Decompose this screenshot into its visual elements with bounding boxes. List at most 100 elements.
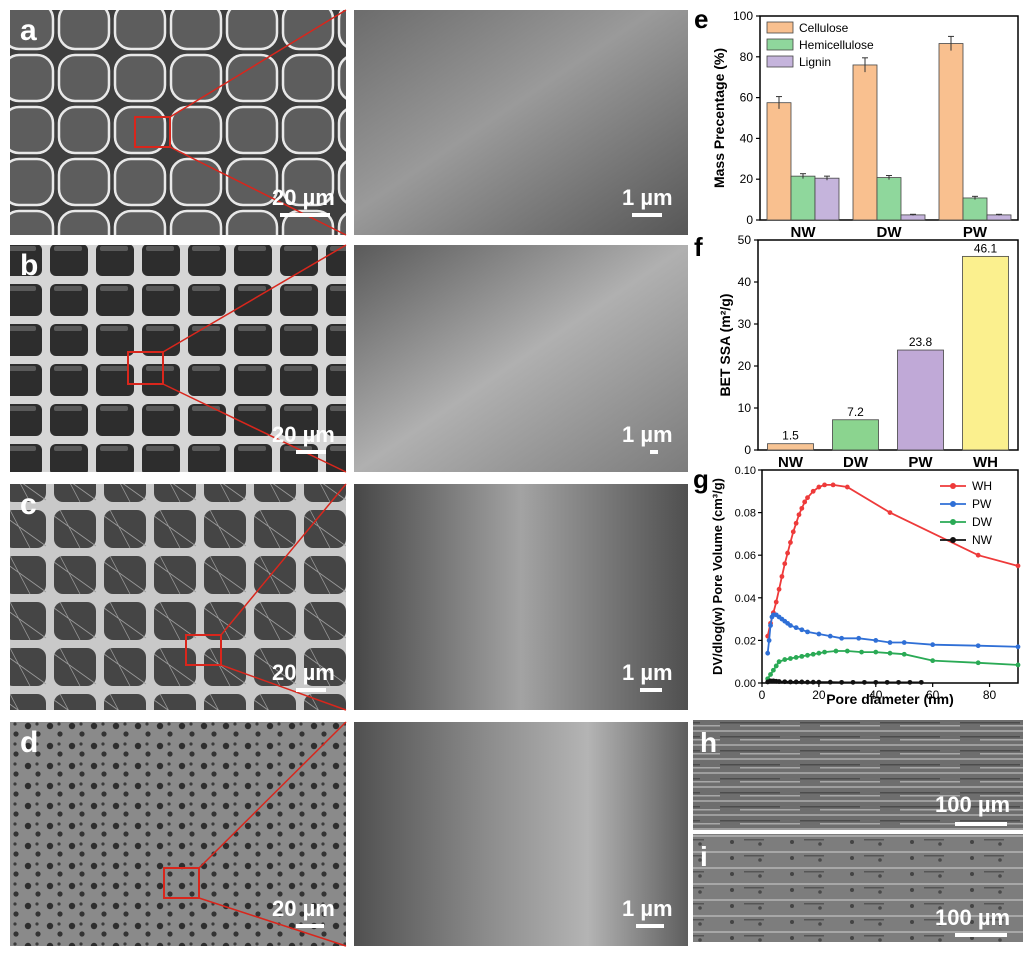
chart-g-point-wh (822, 482, 827, 488)
chart-e-bar-cellulose (852, 64, 878, 221)
chart-g-xtick-label: 0 (759, 688, 766, 702)
chart-f-xtick-label: NW (778, 454, 804, 471)
chart-g-point-wh (793, 520, 799, 526)
chart-g-point-nw (782, 679, 788, 685)
panel-a-high-mag-image (354, 10, 688, 235)
chart-f-ytick-label: 10 (738, 401, 752, 415)
chart-g-legend-label: PW (972, 497, 992, 511)
chart-g-point-nw (799, 679, 805, 685)
chart-g-point-dw (782, 657, 788, 662)
chart-e-legend-label: Hemicellulose (799, 38, 874, 52)
chart-g-xtick-label: 60 (926, 688, 940, 702)
chart-g-point-pw (901, 640, 907, 645)
chart-e-bar-hemicellulose (790, 175, 816, 221)
panel-c-low-mag-scale-bar (296, 688, 326, 692)
chart-g-point-nw (884, 679, 890, 685)
chart-e-legend-swatch (766, 38, 794, 51)
panel-a-letter: a (20, 14, 37, 47)
chart-g-panel-letter: g (693, 464, 709, 494)
chart-g-point-dw (887, 650, 893, 656)
chart-g-point-dw (770, 667, 776, 673)
chart-e-xtick-label: DW (877, 224, 903, 241)
panel-i: i 100 µm (693, 834, 1023, 942)
panel-i-scale-bar (955, 933, 1007, 937)
chart-g-point-nw (810, 679, 816, 685)
panel-b-low-mag-scale-label: 20 µm (272, 422, 335, 447)
chart-g-line-dw (766, 650, 1019, 680)
panel-d-zoom-line-top (198, 721, 347, 869)
chart-g-point-wh (887, 510, 893, 515)
panel-h-letter: h (700, 727, 717, 758)
chart-e-xtick-label: PW (963, 224, 988, 241)
chart-e-legend-label: Lignin (799, 55, 831, 69)
panel-b-letter: b (20, 249, 38, 282)
chart-g-point-wh (790, 529, 796, 535)
panel-b-zoom-box (127, 351, 164, 385)
chart-g-point-wh (779, 574, 785, 579)
panel-c-zoom-line-bottom (220, 664, 347, 711)
chart-e-legend-swatch (766, 55, 794, 68)
chart-g-point-pw (768, 623, 773, 628)
chart-g-point-nw (862, 679, 867, 685)
chart-g-point-dw (930, 658, 936, 664)
chart-g-point-dw (793, 655, 799, 660)
chart-f-ytick-label: 0 (744, 443, 751, 457)
panel-d-high-mag-scale-label: 1 µm (622, 896, 673, 921)
panel-b-low-mag-image (10, 245, 346, 472)
panel-a-high-mag-scale-bar (632, 213, 662, 217)
chart-f-bar-wh (962, 255, 1009, 451)
chart-f-ylabel: BET SSA (m²/g) (717, 294, 733, 397)
chart-f-frame (757, 239, 1019, 451)
chart-g-point-wh (1015, 563, 1021, 569)
panel-a-zoom-line-top (169, 9, 347, 118)
chart-g-point-dw (859, 649, 864, 655)
chart-g-legend-marker (950, 483, 956, 489)
panel-a-high-mag-scale-label: 1 µm (622, 185, 673, 210)
panel-b-zoom-line-top (162, 244, 347, 353)
chart-g-legend-label: WH (972, 479, 992, 493)
panel-i-scale-label: 100 µm (935, 905, 1010, 930)
chart-g-line-pw (766, 613, 1019, 654)
chart-g-xlabel: Pore diameter (nm) (826, 691, 954, 707)
chart-g-point-pw (766, 638, 772, 643)
panel-c-low-mag-image (10, 484, 346, 710)
chart-f-ytick-label: 30 (738, 317, 752, 331)
chart-f-data-label: 46.1 (974, 241, 998, 255)
chart-e-bar-lignin (986, 214, 1012, 221)
panel-d-zoom-line-bottom (198, 897, 347, 947)
chart-e: e 0 20 40 60 80 100 Mass Precentage (%) NW DW PW C… (694, 4, 1019, 241)
panel-h-scale-bar (955, 822, 1007, 826)
chart-e-panel-letter: e (694, 4, 708, 34)
chart-g-point-dw (805, 652, 810, 658)
chart-g-point-dw (810, 651, 816, 657)
chart-g-point-pw (799, 627, 805, 633)
chart-g-point-wh (810, 488, 816, 494)
chart-e-bar-cellulose (938, 43, 964, 221)
chart-e-bar-cellulose (766, 102, 792, 221)
panel-h: h 100 µm (693, 720, 1023, 830)
chart-g-point-nw (788, 679, 793, 685)
chart-g-point-dw (844, 648, 850, 654)
chart-g-point-dw (799, 653, 805, 659)
chart-g-point-nw (827, 679, 833, 685)
chart-g-point-pw (1015, 644, 1021, 650)
chart-e-bar-lignin (900, 214, 926, 221)
chart-g-point-pw (856, 635, 862, 641)
chart-e-ytick-label: 20 (740, 172, 754, 186)
chart-g-point-wh (844, 484, 850, 490)
chart-g-point-nw (816, 679, 822, 685)
chart-g-ytick-label: 0.04 (735, 593, 756, 605)
chart-g-point-nw (850, 679, 856, 685)
chart-g-point-nw (873, 679, 879, 685)
chart-g-point-wh (830, 482, 836, 488)
chart-g-point-wh (785, 550, 790, 556)
chart-g-point-dw (833, 648, 839, 654)
chart-g-point-dw (901, 651, 907, 657)
chart-f: f 0 10 20 30 40 50 BET SSA (m²/g) 1.5 NW 7.2 DW 23.… (694, 232, 1019, 471)
chart-g-legend-marker (950, 519, 956, 525)
chart-f-bar-nw (767, 443, 814, 451)
chart-g-xtick-label: 20 (812, 688, 826, 702)
chart-g-point-dw (1015, 662, 1021, 668)
chart-g-point-wh (805, 495, 810, 501)
panel-c-high-mag-scale-bar (640, 688, 662, 692)
